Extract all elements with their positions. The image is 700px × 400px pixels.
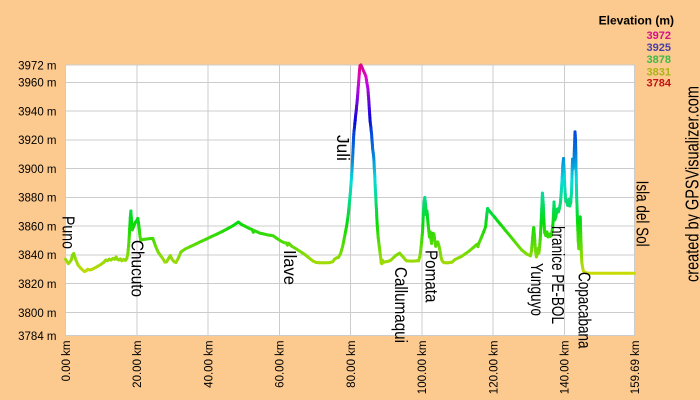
svg-text:Callumaqui: Callumaqui: [391, 267, 411, 343]
svg-text:3880 m: 3880 m: [18, 193, 56, 205]
svg-text:40.00 km: 40.00 km: [203, 341, 215, 388]
svg-text:3860 m: 3860 m: [18, 221, 56, 233]
svg-text:3820 m: 3820 m: [18, 279, 56, 291]
svg-text:Copacabana: Copacabana: [575, 272, 595, 349]
svg-text:100.00 km: 100.00 km: [417, 341, 429, 395]
svg-text:60.00 km: 60.00 km: [275, 341, 287, 388]
svg-text:3960 m: 3960 m: [18, 78, 56, 90]
svg-text:Elevation (m): Elevation (m): [599, 13, 674, 27]
svg-text:80.00 km: 80.00 km: [346, 341, 358, 388]
svg-text:Chucuto: Chucuto: [127, 240, 147, 297]
svg-text:0.00 km: 0.00 km: [61, 341, 73, 382]
svg-text:Pomata: Pomata: [421, 250, 441, 303]
svg-text:3800 m: 3800 m: [18, 308, 56, 320]
svg-text:3900 m: 3900 m: [18, 164, 56, 176]
svg-text:120.00 km: 120.00 km: [489, 341, 501, 395]
svg-text:3940 m: 3940 m: [18, 106, 56, 118]
svg-text:3784 m: 3784 m: [18, 331, 56, 343]
svg-text:3878: 3878: [647, 54, 671, 66]
svg-text:3840 m: 3840 m: [18, 250, 56, 262]
svg-text:Ilave: Ilave: [280, 250, 300, 285]
svg-text:Isla del Sol: Isla del Sol: [633, 181, 653, 247]
svg-text:159.69 km: 159.69 km: [630, 341, 642, 395]
svg-text:Puno: Puno: [59, 216, 79, 249]
svg-text:140.00 km: 140.00 km: [560, 341, 572, 395]
svg-text:Juli: Juli: [333, 135, 353, 161]
svg-text:hranice PE-BOL: hranice PE-BOL: [548, 226, 568, 324]
svg-text:3784: 3784: [647, 77, 672, 89]
svg-text:Yunguyo: Yunguyo: [527, 263, 547, 316]
svg-text:20.00 km: 20.00 km: [132, 341, 144, 388]
svg-text:3925: 3925: [647, 42, 671, 54]
svg-text:created by GPSVisualizer.com: created by GPSVisualizer.com: [682, 86, 700, 282]
svg-text:3972 m: 3972 m: [18, 60, 56, 72]
svg-text:3831: 3831: [647, 66, 671, 78]
svg-text:3972: 3972: [647, 30, 671, 42]
svg-text:3920 m: 3920 m: [18, 135, 56, 147]
